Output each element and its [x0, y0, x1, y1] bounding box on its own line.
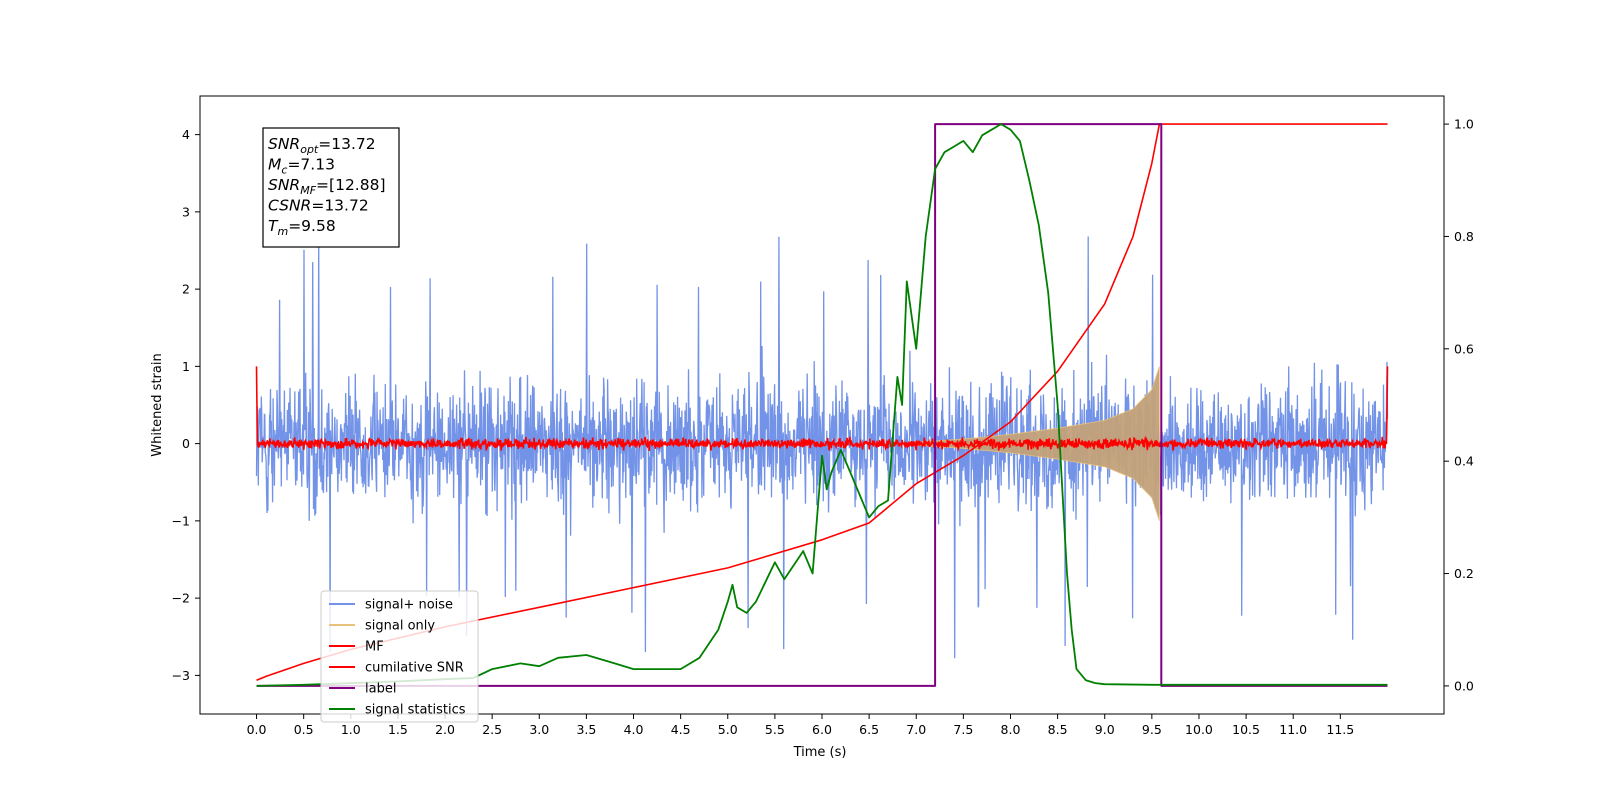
legend-label: signal+ noise	[365, 598, 453, 613]
stats-line: SNRopt=13.72	[268, 135, 376, 156]
x-tick-label: 7.5	[953, 722, 973, 737]
x-tick-label: 2.0	[435, 722, 455, 737]
x-tick-label: 6.0	[812, 722, 832, 737]
y-right-tick-label: 0.2	[1454, 566, 1474, 581]
stats-line: CSNR=13.72	[268, 197, 369, 215]
x-tick-label: 1.0	[341, 722, 361, 737]
y-left-tick-label: −3	[172, 668, 190, 683]
x-tick-label: 1.5	[388, 722, 408, 737]
plot-area	[255, 123, 1389, 687]
x-tick-label: 11.5	[1326, 722, 1354, 737]
stats-box-frame	[262, 127, 400, 248]
x-tick-label: 5.0	[718, 722, 738, 737]
x-tick-label: 2.5	[482, 722, 502, 737]
legend-frame	[320, 590, 479, 723]
legend-label: cumilative SNR	[365, 661, 464, 676]
y-right-tick-label: 0.8	[1454, 229, 1474, 244]
y-right-tick-label: 0.0	[1454, 678, 1474, 693]
x-tick-label: 8.5	[1048, 722, 1068, 737]
series-mf-line	[255, 366, 1389, 452]
y-right-tick-label: 0.4	[1454, 454, 1474, 469]
x-tick-label: 3.0	[529, 722, 549, 737]
x-tick-label: 0.0	[247, 722, 267, 737]
legend-label: signal statistics	[365, 703, 466, 718]
x-tick-label: 9.5	[1142, 722, 1162, 737]
y-axis-left: −3 −2 −1 0 1 2 3 4	[172, 127, 200, 683]
series-signal-statistics-line	[256, 123, 1388, 687]
legend-label: label	[365, 682, 396, 697]
y-axis-right: 0.0 0.2 0.4 0.6 0.8 1.0	[1444, 117, 1474, 693]
stats-line: SNRMF=[12.88]	[268, 176, 386, 197]
x-tick-label: 4.5	[671, 722, 691, 737]
x-axis: 0.0 0.5 1.0 1.5 2.0 2.5 3.0 3.5 4.0 4.5 5.0 5.5 6.0 6…	[247, 714, 1354, 737]
x-tick-label: 10.0	[1185, 722, 1213, 737]
x-tick-label: 0.5	[294, 722, 314, 737]
stats-box: SNRopt=13.72Mc=7.13SNRMF=[12.88]CSNR=13.…	[262, 127, 400, 248]
series-label-line	[256, 123, 1388, 687]
y-left-tick-label: 2	[182, 282, 190, 297]
x-tick-label: 7.0	[906, 722, 926, 737]
y-left-tick-label: 3	[182, 204, 190, 219]
x-tick-label: 10.5	[1232, 722, 1260, 737]
x-tick-label: 9.0	[1095, 722, 1115, 737]
legend-label: signal only	[365, 619, 435, 634]
x-tick-label: 5.5	[765, 722, 785, 737]
y-right-tick-label: 0.6	[1454, 341, 1474, 356]
x-tick-label: 11.0	[1279, 722, 1307, 737]
stats-line: Mc=7.13	[268, 156, 335, 177]
y-left-tick-label: −1	[172, 513, 190, 528]
y-left-tick-label: 4	[182, 127, 190, 142]
x-tick-label: 4.0	[624, 722, 644, 737]
y-left-tick-label: −2	[172, 591, 190, 606]
x-tick-label: 3.5	[576, 722, 596, 737]
y-right-tick-label: 1.0	[1454, 117, 1474, 132]
x-tick-label: 6.5	[859, 722, 879, 737]
x-axis-title: Time (s)	[793, 745, 847, 760]
y-axis-left-title: Whitened strain	[150, 353, 165, 456]
y-left-tick-label: 1	[182, 359, 190, 374]
legend-label: MF	[365, 640, 384, 655]
y-left-tick-label: 0	[182, 436, 190, 451]
legend: signal+ noise signal only MF cumilative SNR…	[320, 590, 479, 723]
stats-line: Tm=9.58	[268, 217, 336, 238]
x-tick-label: 8.0	[1001, 722, 1021, 737]
